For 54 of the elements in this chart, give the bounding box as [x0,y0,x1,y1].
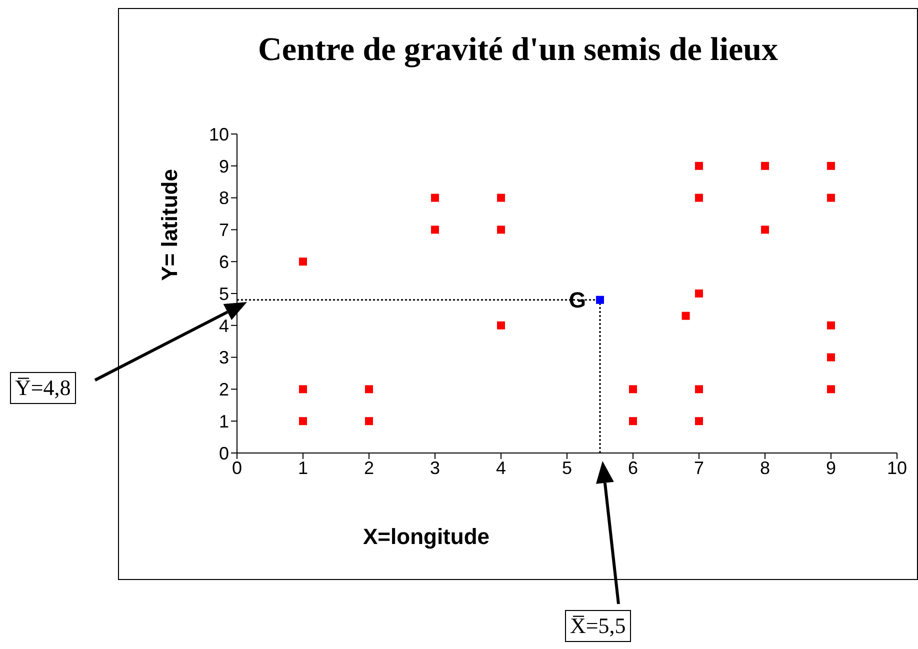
y-tick-label: 0 [218,443,229,464]
point [695,417,703,426]
y-tick-label: 3 [218,348,229,368]
x-tick-label: 4 [496,458,506,478]
chart-title: Centre de gravité d'un semis de lieux [256,32,780,69]
x-tick-label: 0 [232,458,242,478]
point [431,226,439,234]
point [695,385,703,394]
y-tick-label: 10 [208,124,229,144]
x-tick-label: 3 [430,458,440,478]
x-tick-label: 6 [628,458,638,478]
point [497,194,505,202]
point [629,417,637,426]
point [299,385,307,394]
point [629,385,637,394]
point [761,226,769,234]
y-tick-label: 9 [218,156,229,176]
point [365,385,373,394]
annotation: G [568,288,586,313]
point [596,296,604,304]
x-tick-label: 7 [694,458,704,478]
point [695,290,703,298]
x-axis-title: X=longitude [362,524,490,550]
point [761,162,769,170]
text: Y̅=4,8 [10,372,76,404]
point [365,417,373,426]
y-tick-label: 5 [218,284,229,304]
point [827,353,835,362]
point [827,321,835,330]
point [695,194,703,202]
x-tick-label: 8 [760,458,770,478]
point [299,417,307,426]
point [497,321,505,330]
point [299,258,307,266]
y-axis-title: Y= latitude [157,169,183,281]
y-tick-label: 6 [218,252,229,272]
x-tick-label: 2 [364,458,374,478]
y-tick-label: 8 [218,188,229,208]
y-tick-label: 2 [218,380,229,400]
y-tick-label: 4 [218,316,229,336]
point [431,194,439,202]
point [497,226,505,234]
point [827,194,835,202]
y-tick-label: 7 [218,220,229,240]
point [827,162,835,170]
y-tick-label: 1 [218,411,229,432]
text: X̅=5,5 [565,610,631,642]
point [682,312,690,320]
x-tick-label: 1 [298,458,308,478]
point [695,162,703,170]
x-tick-label: 5 [562,458,572,478]
x-tick-label: 9 [826,458,836,478]
x-tick-label: 10 [886,458,908,478]
point [827,385,835,394]
